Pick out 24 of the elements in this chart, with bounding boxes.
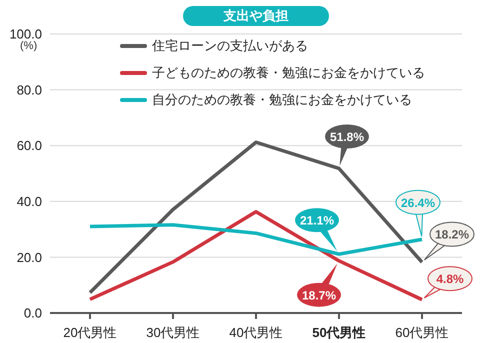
data-label: 26.4% bbox=[400, 196, 436, 210]
chart-title: 支出や負担 bbox=[183, 6, 329, 26]
legend-label: 子どものための教養・勉強にお金をかけている bbox=[152, 64, 425, 82]
x-tick-label: 60代男性 bbox=[395, 325, 449, 340]
data-label: 21.1% bbox=[300, 214, 334, 228]
data-label: 4.8% bbox=[436, 272, 464, 286]
y-tick-label: 0.0 bbox=[24, 306, 42, 321]
x-tick-label: 20代男性 bbox=[63, 325, 117, 340]
line-series bbox=[88, 223, 424, 256]
y-tick-label: 40.0 bbox=[16, 194, 42, 210]
x-tick-label: 50代男性 bbox=[312, 325, 366, 340]
y-tick-label: 20.0 bbox=[16, 250, 42, 265]
legend-label: 自分のための教養・勉強にお金をかけている bbox=[152, 91, 412, 109]
data-label: 18.2% bbox=[434, 228, 470, 242]
x-tick-label: 40代男性 bbox=[229, 325, 283, 340]
y-tick-label: 80.0 bbox=[16, 82, 42, 98]
line-series bbox=[88, 210, 424, 302]
y-tick-label: 100.0 bbox=[9, 26, 42, 42]
data-label: 18.7% bbox=[302, 288, 336, 302]
y-tick-label: 60.0 bbox=[16, 138, 42, 154]
legend-label: 住宅ローンの支払いがある bbox=[152, 37, 308, 55]
y-axis-title: (%) bbox=[20, 40, 38, 52]
x-tick-label: 30代男性 bbox=[146, 325, 200, 340]
data-label: 51.8% bbox=[330, 130, 364, 144]
